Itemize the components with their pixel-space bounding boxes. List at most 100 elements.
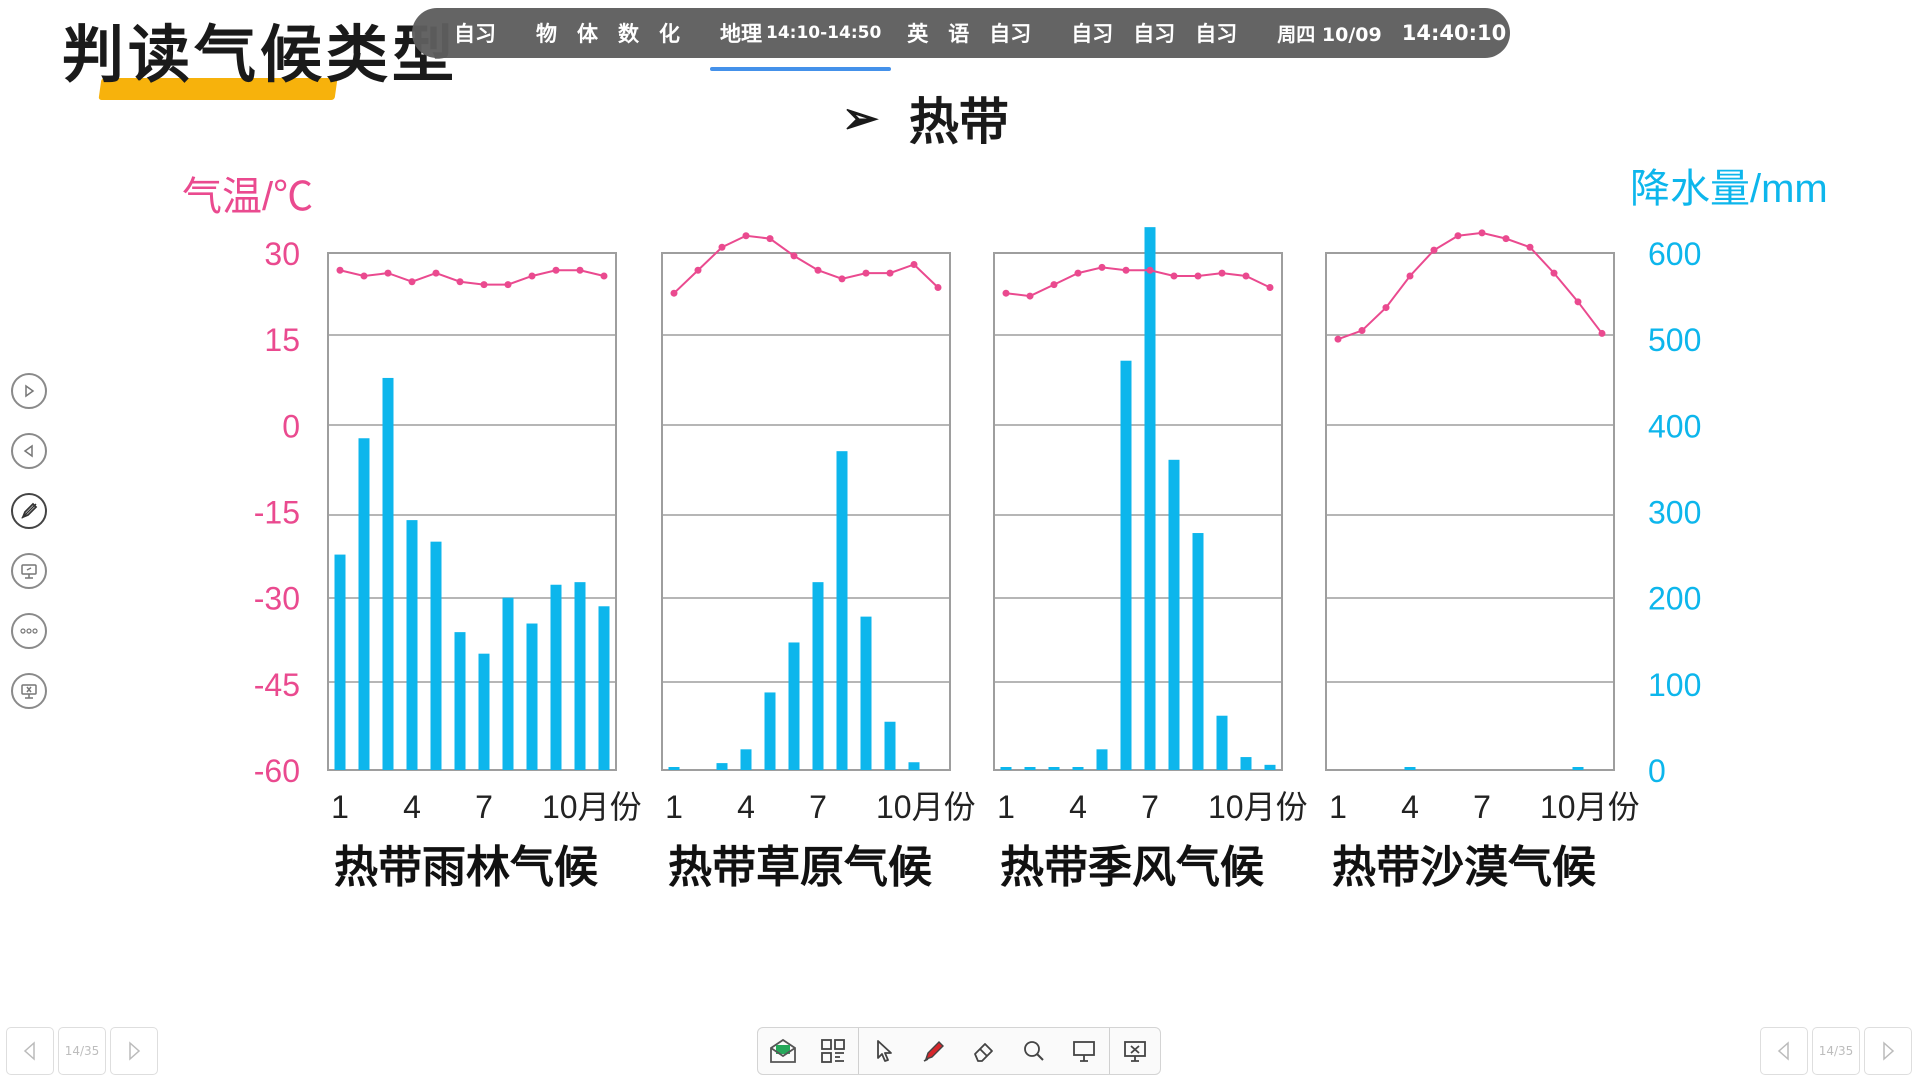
schedule-bar: 自习 物 体 数 化 地理 14:10-14:50 英 语 自习 自习 自习 自…: [412, 8, 1510, 71]
precip-bar: [1264, 764, 1276, 770]
precip-bar: [526, 623, 538, 770]
x-tick-label: 7: [1473, 789, 1491, 825]
play-back-icon[interactable]: [11, 433, 47, 469]
pen-icon[interactable]: [11, 493, 47, 529]
temperature-point: [862, 269, 870, 277]
toolbar-divider: [858, 1028, 859, 1074]
section-heading-text: 热带: [908, 92, 1009, 151]
left-tick-label: 30: [264, 236, 300, 272]
screen-annotate-icon[interactable]: [11, 553, 47, 589]
temperature-point: [1358, 327, 1366, 335]
schedule-item-english-2[interactable]: 语: [948, 22, 970, 46]
prev-page-button[interactable]: [1760, 1027, 1808, 1075]
temperature-point: [552, 266, 560, 274]
right-tick-label: 400: [1648, 408, 1701, 444]
mail-icon[interactable]: [758, 1028, 808, 1074]
schedule-item-physics[interactable]: 物: [536, 22, 557, 46]
eraser-icon[interactable]: [959, 1028, 1009, 1074]
page-indicator[interactable]: 14/35: [1812, 1027, 1860, 1075]
temperature-point: [1574, 298, 1582, 306]
precip-bar: [836, 451, 848, 770]
x-tick-label: 10月份: [1540, 789, 1640, 825]
precip-bar: [454, 632, 466, 770]
pointer-icon[interactable]: [859, 1028, 909, 1074]
temperature-point: [814, 266, 822, 274]
plot-frame: [661, 252, 951, 771]
right-tick-label: 0: [1648, 753, 1666, 789]
schedule-item-geography-current[interactable]: 地理 14:10-14:50: [710, 8, 892, 71]
schedule-clock: 14:40:10: [1401, 21, 1507, 45]
temperature-point: [1122, 266, 1130, 274]
right-tick-label: 600: [1648, 236, 1701, 272]
qr-code-icon[interactable]: [808, 1028, 858, 1074]
temperature-point: [1026, 292, 1034, 300]
schedule-item-selfstudy-2[interactable]: 自习: [989, 22, 1032, 46]
schedule-item-math[interactable]: 数: [618, 22, 639, 46]
precip-bar: [502, 597, 514, 770]
precip-bar: [740, 749, 752, 770]
temperature-point: [718, 243, 726, 251]
left-tick-label: -30: [254, 581, 300, 617]
schedule-item-selfstudy-1[interactable]: 自习: [454, 22, 496, 46]
precip-bar: [598, 606, 610, 770]
x-tick-label: 7: [809, 789, 827, 825]
precip-bar: [1240, 757, 1252, 770]
temperature-point: [1406, 272, 1414, 280]
left-tick-label: -15: [254, 495, 300, 531]
left-tick-label: 0: [282, 408, 300, 444]
schedule-date: 周四 10/09: [1277, 23, 1382, 46]
temperature-line: [673, 234, 939, 294]
play-forward-icon[interactable]: [11, 373, 47, 409]
x-tick-label: 4: [737, 789, 755, 825]
schedule-item-selfstudy-5[interactable]: 自习: [1195, 22, 1238, 46]
schedule-item-selfstudy-3[interactable]: 自习: [1071, 22, 1114, 46]
precip-bar: [668, 767, 680, 770]
schedule-item-geography: 地理: [720, 22, 762, 46]
x-tick-label: 1: [331, 789, 349, 825]
temperature-line: [1337, 231, 1603, 341]
temperature-point: [1334, 335, 1342, 343]
left-tick-label: -45: [254, 667, 300, 703]
schedule-item-selfstudy-4[interactable]: 自习: [1133, 22, 1176, 46]
schedule-item-pe[interactable]: 体: [577, 22, 598, 46]
prev-page-button[interactable]: [6, 1027, 54, 1075]
page-indicator[interactable]: 14/35: [58, 1027, 106, 1075]
close-screen-icon[interactable]: [1110, 1028, 1160, 1074]
precip-bar: [574, 582, 586, 770]
temperature-point: [934, 283, 942, 291]
temperature-point: [1526, 243, 1534, 251]
schedule-item-english-1[interactable]: 英: [907, 22, 929, 46]
climate-type-label: 热带雨林气候: [334, 842, 598, 893]
next-page-button[interactable]: [110, 1027, 158, 1075]
x-tick-label: 4: [1069, 789, 1087, 825]
temperature-point: [910, 260, 918, 268]
zoom-icon[interactable]: [1009, 1028, 1059, 1074]
temperature-point: [336, 266, 344, 274]
temperature-point: [838, 275, 846, 283]
precip-bar: [1216, 715, 1228, 770]
bullet-arrow-icon: ➢: [842, 92, 879, 144]
schedule-item-chemistry[interactable]: 化: [659, 22, 680, 46]
exit-screen-icon[interactable]: [11, 673, 47, 709]
more-icon[interactable]: [11, 613, 47, 649]
temperature-point: [670, 289, 678, 297]
marker-icon[interactable]: [909, 1028, 959, 1074]
right-tick-label: 300: [1648, 495, 1701, 531]
precip-bar: [406, 520, 418, 770]
temperature-point: [1478, 229, 1486, 237]
precip-bar: [358, 438, 370, 770]
next-page-button[interactable]: [1864, 1027, 1912, 1075]
temperature-point: [528, 272, 536, 280]
schedule-current-period-time: 14:10-14:50: [766, 23, 882, 43]
whiteboard-icon[interactable]: [1059, 1028, 1109, 1074]
temperature-point: [504, 281, 512, 289]
precip-bar: [1144, 227, 1156, 770]
temperature-point: [408, 278, 416, 286]
precip-bar: [1192, 533, 1204, 770]
left-tick-label: -60: [254, 753, 300, 789]
precip-bar: [1120, 360, 1132, 770]
precip-bar: [334, 554, 346, 770]
precip-bar: [812, 582, 824, 770]
temperature-point: [1454, 232, 1462, 240]
temperature-point: [1170, 272, 1178, 280]
